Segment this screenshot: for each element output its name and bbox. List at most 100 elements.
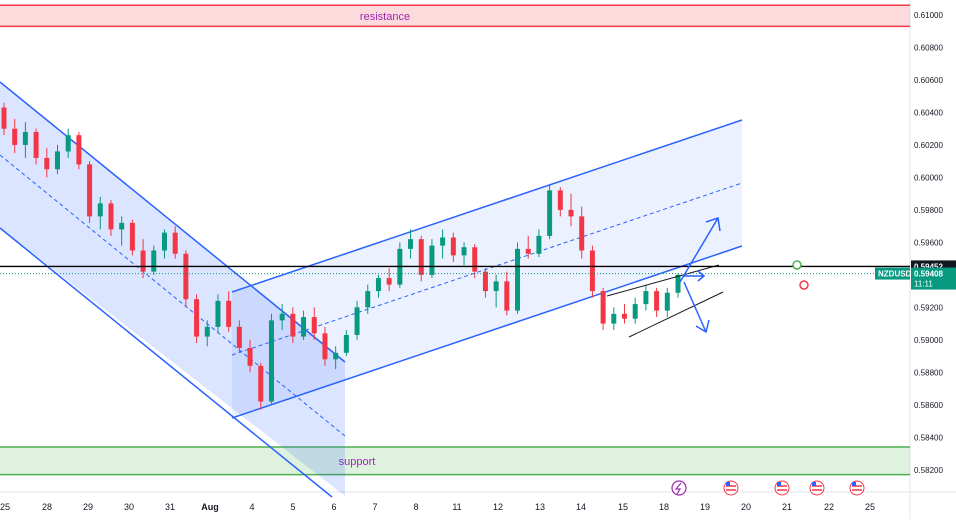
price-tick-label: 0.59800 xyxy=(914,206,943,215)
candle-body[interactable] xyxy=(54,151,60,170)
price-tick-label: 0.60200 xyxy=(914,141,943,150)
candle-body[interactable] xyxy=(450,237,456,256)
ascending-channel-lower-line xyxy=(231,245,743,419)
candle-body[interactable] xyxy=(643,291,649,305)
time-tick-label: 19 xyxy=(700,502,710,512)
candle-body[interactable] xyxy=(589,250,595,292)
candle-body[interactable] xyxy=(536,235,542,254)
candle-body[interactable] xyxy=(119,222,125,230)
candle-body[interactable] xyxy=(343,334,349,353)
candle-body[interactable] xyxy=(44,157,50,170)
time-tick-label: Aug xyxy=(201,502,219,512)
wedge-upper-line xyxy=(606,264,720,297)
candle-body[interactable] xyxy=(365,291,371,308)
price-tick-label: 0.60000 xyxy=(914,173,943,182)
candle-body[interactable] xyxy=(161,232,167,251)
candle-body[interactable] xyxy=(172,232,178,254)
candle-body[interactable] xyxy=(76,135,82,165)
time-tick-label: 18 xyxy=(659,502,669,512)
symbol-tag-label: NZDUSD xyxy=(878,270,912,279)
candle-body[interactable] xyxy=(386,278,392,285)
zone-resistance-label: resistance xyxy=(360,11,410,23)
candle-body[interactable] xyxy=(664,292,670,311)
candle-body[interactable] xyxy=(429,245,435,275)
descending-channel-lower-line xyxy=(0,227,333,498)
symbol-tag xyxy=(875,267,910,280)
price-tick-label: 0.58800 xyxy=(914,368,943,377)
candle-body[interactable] xyxy=(547,190,553,236)
time-tick-label: 25 xyxy=(0,502,10,512)
candle-body[interactable] xyxy=(675,274,681,293)
candle-body[interactable] xyxy=(290,313,296,337)
ascending-channel-midline xyxy=(231,182,743,356)
time-tick-label: 28 xyxy=(42,502,52,512)
candle-body[interactable] xyxy=(333,352,339,360)
price-tick-label: 0.58200 xyxy=(914,466,943,475)
candle-body[interactable] xyxy=(354,307,360,335)
candle-body[interactable] xyxy=(632,304,638,319)
candle-body[interactable] xyxy=(204,326,210,337)
candle-body[interactable] xyxy=(579,216,585,251)
candle-body[interactable] xyxy=(311,317,317,334)
candle-body[interactable] xyxy=(12,128,18,145)
zone-resistance xyxy=(0,5,910,27)
candle-body[interactable] xyxy=(87,164,93,217)
candle-body[interactable] xyxy=(375,278,381,292)
time-tick-label: 30 xyxy=(124,502,134,512)
candle-body[interactable] xyxy=(226,300,232,327)
price-tick-label: 0.58600 xyxy=(914,401,943,410)
candle-body[interactable] xyxy=(482,271,488,292)
us-flag-canton xyxy=(777,482,781,486)
candle-body[interactable] xyxy=(461,247,467,256)
candle-body[interactable] xyxy=(322,333,328,360)
candle-body[interactable] xyxy=(151,250,157,272)
projection-up-arrow xyxy=(679,217,721,283)
candle-body[interactable] xyxy=(654,291,660,311)
price-tick-label: 0.59600 xyxy=(914,238,943,247)
lightning-event-glyph xyxy=(674,482,682,495)
candle-body[interactable] xyxy=(568,209,574,217)
candle-body[interactable] xyxy=(408,239,414,249)
lightning-event-icon[interactable] xyxy=(671,480,687,496)
candle-body[interactable] xyxy=(525,248,531,254)
alert-marker-red[interactable] xyxy=(799,280,809,290)
time-tick-label: 21 xyxy=(782,502,792,512)
candle-body[interactable] xyxy=(279,313,285,321)
candle-body[interactable] xyxy=(247,347,253,366)
candle-body[interactable] xyxy=(97,203,103,217)
candle-body[interactable] xyxy=(65,135,71,152)
wedge-lower-line xyxy=(628,291,724,338)
candle-body[interactable] xyxy=(622,313,628,319)
candle-body[interactable] xyxy=(33,131,39,158)
candle-body[interactable] xyxy=(515,248,521,311)
alert-marker-green[interactable] xyxy=(792,260,802,270)
candle-body[interactable] xyxy=(236,326,242,348)
candle-body[interactable] xyxy=(493,281,499,292)
us-flag-canton xyxy=(726,482,730,486)
time-tick-label: 25 xyxy=(865,502,875,512)
projection-down-arrow xyxy=(683,281,710,334)
candle-body[interactable] xyxy=(140,250,146,272)
candle-body[interactable] xyxy=(22,131,28,145)
time-tick-label: 15 xyxy=(618,502,628,512)
candle-body[interactable] xyxy=(472,247,478,272)
price-tick-label: 0.61000 xyxy=(914,11,943,20)
candle-body[interactable] xyxy=(440,237,446,246)
time-tick-label: 5 xyxy=(290,502,295,512)
candle-body[interactable] xyxy=(1,107,7,129)
candle-body[interactable] xyxy=(504,281,510,311)
candle-body[interactable] xyxy=(418,239,424,275)
candle-body[interactable] xyxy=(183,253,189,300)
candle-body[interactable] xyxy=(215,300,221,327)
candle-body[interactable] xyxy=(611,313,617,324)
candle-body[interactable] xyxy=(557,190,563,210)
candle-body[interactable] xyxy=(194,299,200,337)
candle-body[interactable] xyxy=(268,320,274,402)
candle-body[interactable] xyxy=(129,222,135,251)
candle-body[interactable] xyxy=(301,317,307,337)
candle-body[interactable] xyxy=(108,203,114,230)
candle-body[interactable] xyxy=(600,291,606,324)
candle-body[interactable] xyxy=(258,365,264,402)
